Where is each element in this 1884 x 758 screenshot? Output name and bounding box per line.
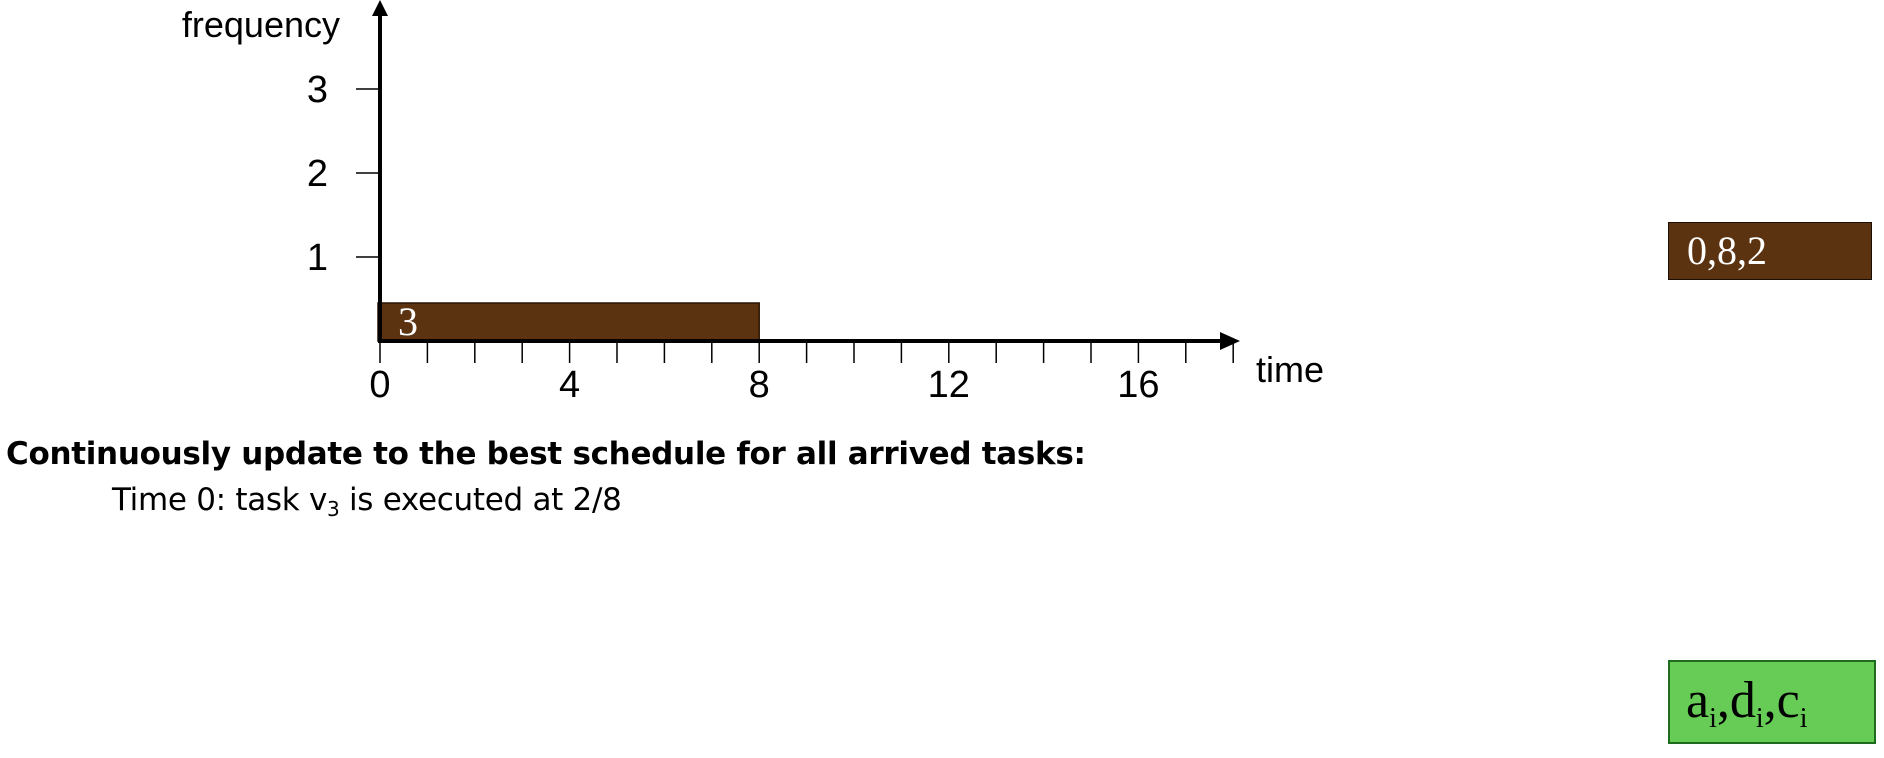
legend-d: d: [1729, 672, 1756, 729]
heading: Continuously update to the best schedule…: [6, 436, 1086, 472]
y-axis-arrow: [372, 0, 388, 16]
y-tick-label-1: 1: [307, 237, 328, 279]
x-ticks: 0 4 8 12 16: [369, 341, 1234, 406]
y-tick-label-2: 2: [307, 153, 328, 195]
schedule-chart: 123 3 0 4 8 12 16 frequency time: [182, 0, 1324, 406]
y-axis-label: frequency: [182, 4, 340, 45]
legend-sep-2: ,: [1763, 672, 1777, 729]
y-tick-label-3: 3: [307, 69, 328, 111]
x-axis-arrow: [1220, 332, 1240, 350]
bar-label-0: 3: [398, 299, 418, 344]
legend-a: a: [1686, 672, 1710, 729]
x-tick-label-16: 16: [1117, 364, 1159, 406]
axes: [372, 0, 1240, 350]
legend-sep-1: ,: [1716, 672, 1730, 729]
line-subscript: 3: [327, 497, 340, 521]
y-tick-marks: 1 2 3: [307, 69, 380, 279]
x-tick-label-0: 0: [369, 364, 390, 406]
x-tick-label-12: 12: [928, 364, 970, 406]
legend-a-sub: i: [1709, 703, 1717, 734]
legend-c-sub: i: [1799, 703, 1808, 734]
line-prefix: Time 0: task v: [112, 482, 327, 518]
legend-c: c: [1776, 672, 1800, 729]
bars: 3: [377, 299, 760, 344]
line-suffix: is executed at 2/8: [339, 482, 622, 518]
x-axis-label: time: [1256, 349, 1324, 390]
legend-d-sub: i: [1755, 703, 1764, 734]
bar-0: [377, 302, 760, 342]
task-box: 0,8,2: [1668, 222, 1872, 280]
legend-box: ai,di,ci: [1668, 660, 1876, 744]
schedule-line: Time 0: task v3 is executed at 2/8: [112, 482, 622, 521]
x-tick-label-8: 8: [749, 364, 770, 406]
x-tick-label-4: 4: [559, 364, 580, 406]
